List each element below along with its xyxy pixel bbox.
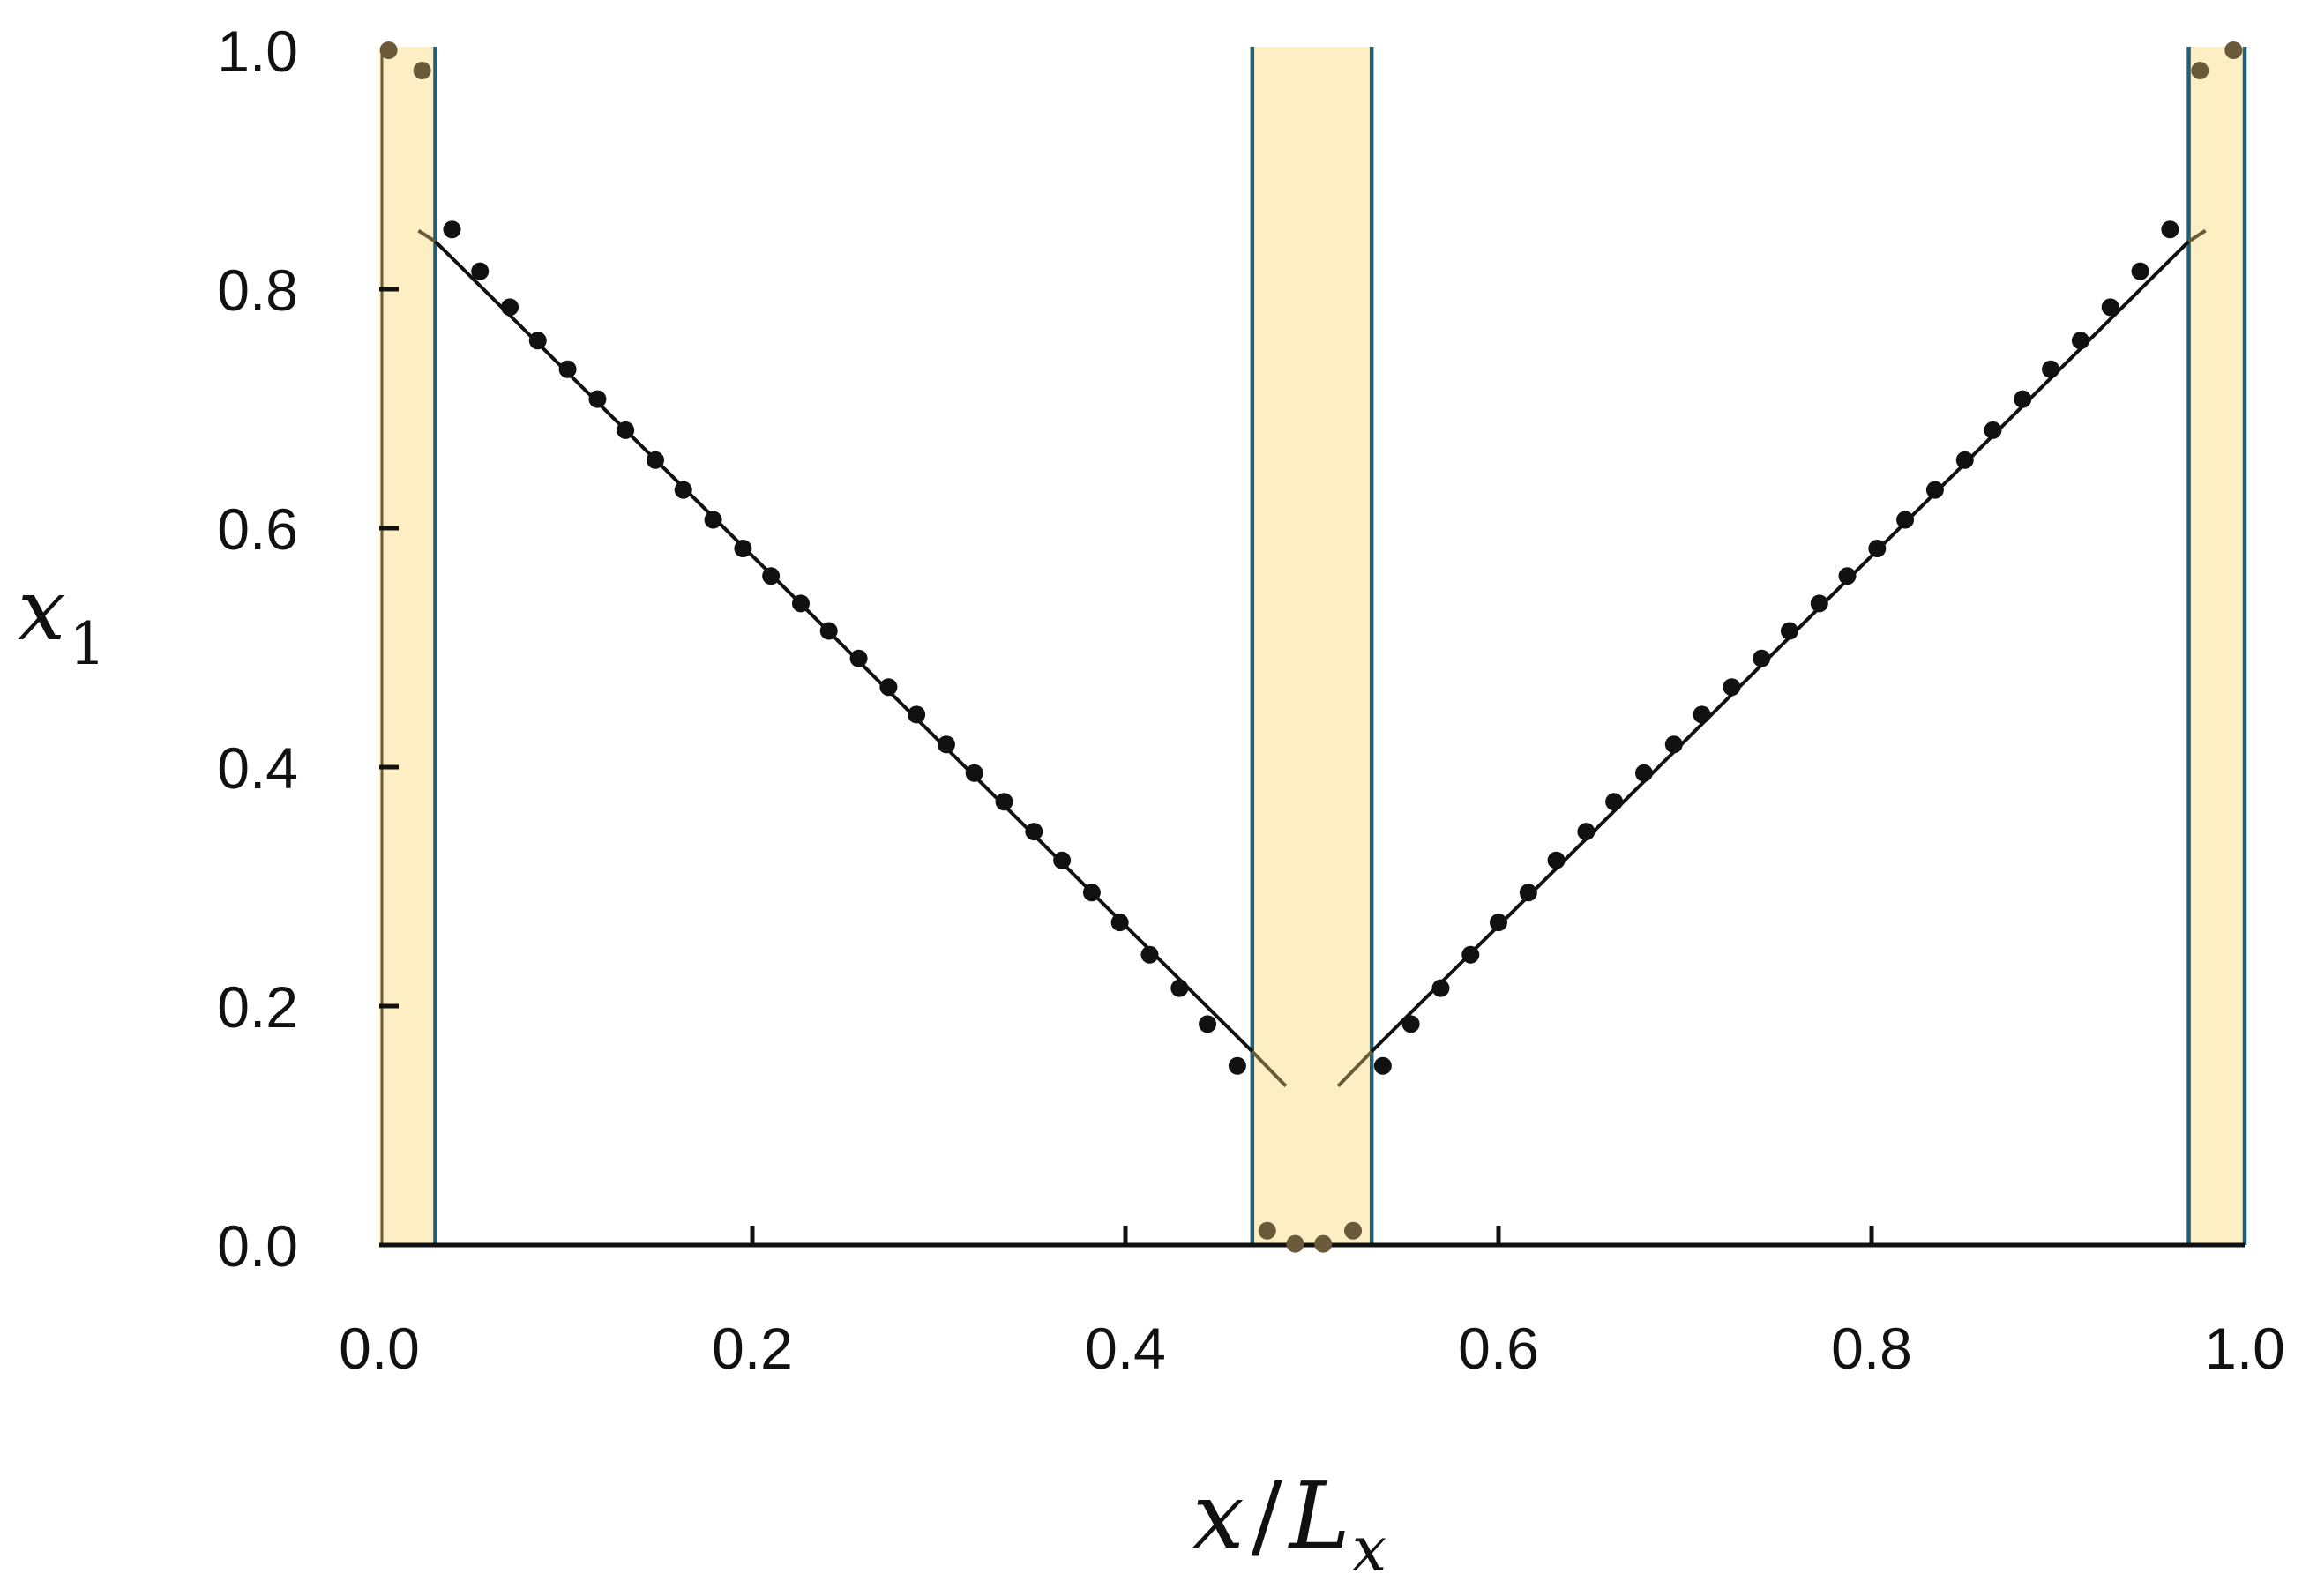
data-point-0-62 xyxy=(2191,62,2209,80)
data-point-0-30 xyxy=(1258,1221,1276,1240)
data-point-0-27 xyxy=(1170,979,1189,997)
data-point-0-60 xyxy=(2131,262,2149,280)
data-point-0-22 xyxy=(1025,823,1043,841)
data-point-0-20 xyxy=(965,764,983,782)
data-point-0-58 xyxy=(2071,332,2089,350)
x-tick-label-3: 0.6 xyxy=(1458,1316,1539,1381)
data-point-0-50 xyxy=(1838,567,1857,585)
data-point-0-18 xyxy=(908,705,926,724)
data-point-0-53 xyxy=(1925,481,1944,499)
y-tick-label-5: 1.0 xyxy=(217,19,298,84)
y-tick-label-1: 0.2 xyxy=(217,974,298,1040)
x-tick-label-5: 1.0 xyxy=(2204,1316,2285,1381)
data-point-0-59 xyxy=(2101,298,2119,317)
data-points xyxy=(379,41,2243,1253)
data-point-0-4 xyxy=(501,298,519,317)
data-point-0-63 xyxy=(2224,41,2243,59)
data-point-0-34 xyxy=(1373,1056,1392,1075)
data-point-0-29 xyxy=(1228,1056,1246,1075)
data-point-0-0 xyxy=(379,41,398,59)
data-point-0-54 xyxy=(1955,451,1974,469)
data-point-0-41 xyxy=(1577,823,1596,841)
data-point-0-19 xyxy=(937,735,955,754)
y-tick-label-3: 0.6 xyxy=(217,496,298,562)
data-point-0-24 xyxy=(1082,884,1101,902)
data-point-0-13 xyxy=(762,567,781,585)
data-point-0-6 xyxy=(558,360,577,378)
tick-labels: 0.0 0.2 0.4 0.6 0.8 1.0 0.0 0.2 0.4 0.6 0.8 1.0 xyxy=(217,19,2285,1381)
fit-line-0-segment-2 xyxy=(1251,1050,1288,1088)
axes xyxy=(379,287,2245,1248)
y-tick-label-2: 0.4 xyxy=(217,735,298,801)
data-point-0-48 xyxy=(1780,622,1798,640)
data-point-0-40 xyxy=(1547,851,1566,869)
data-point-0-55 xyxy=(1984,421,2002,439)
data-point-0-57 xyxy=(2042,360,2060,378)
data-point-0-1 xyxy=(413,62,431,80)
data-point-0-3 xyxy=(471,262,490,280)
data-point-0-47 xyxy=(1753,649,1771,667)
y-tick-label-0: 0.0 xyxy=(217,1213,298,1279)
data-point-0-43 xyxy=(1634,764,1653,782)
data-point-0-33 xyxy=(1344,1221,1363,1240)
fit-line-1-segment-0 xyxy=(1336,1050,1373,1088)
data-point-0-12 xyxy=(734,540,752,558)
y-axis-label: x1 xyxy=(18,561,106,678)
data-point-0-44 xyxy=(1664,735,1683,754)
fit-line-0-segment-0 xyxy=(417,228,437,243)
x-tick-label-2: 0.4 xyxy=(1085,1316,1166,1381)
data-point-0-21 xyxy=(995,793,1013,811)
x-axis-label: x/Lx xyxy=(1192,1462,1386,1585)
data-point-0-61 xyxy=(2161,220,2179,239)
data-point-0-28 xyxy=(1199,1015,1217,1033)
shaded-band-1 xyxy=(1252,47,1372,1245)
shaded-band-2 xyxy=(2188,47,2245,1245)
data-point-0-15 xyxy=(819,622,838,640)
data-point-0-7 xyxy=(588,390,607,408)
x-tick-label-1: 0.2 xyxy=(712,1316,793,1381)
data-point-0-45 xyxy=(1693,705,1711,724)
data-point-0-25 xyxy=(1110,914,1129,932)
data-point-0-8 xyxy=(617,421,635,439)
x-tick-label-4: 0.8 xyxy=(1831,1316,1912,1381)
data-point-0-5 xyxy=(528,332,547,350)
x-tick-label-0: 0.0 xyxy=(339,1316,420,1381)
shaded-band-0 xyxy=(379,47,436,1245)
data-point-0-31 xyxy=(1286,1234,1304,1253)
y-tick-label-4: 0.8 xyxy=(217,257,298,323)
data-point-0-14 xyxy=(791,594,810,613)
fit-line-0-segment-1 xyxy=(434,240,1254,1053)
data-point-0-56 xyxy=(2014,390,2032,408)
fit-line-1-segment-2 xyxy=(2187,228,2207,243)
data-point-0-9 xyxy=(647,451,665,469)
data-point-0-17 xyxy=(879,678,898,697)
data-point-0-35 xyxy=(1401,1015,1420,1033)
data-point-0-42 xyxy=(1605,793,1624,811)
data-point-0-26 xyxy=(1140,945,1159,964)
data-point-0-38 xyxy=(1490,914,1507,932)
data-point-0-49 xyxy=(1810,594,1828,613)
data-point-0-39 xyxy=(1519,884,1537,902)
data-point-0-10 xyxy=(674,481,692,499)
data-point-0-11 xyxy=(704,511,722,529)
data-point-0-37 xyxy=(1461,945,1480,964)
data-point-0-52 xyxy=(1896,511,1915,529)
data-point-0-46 xyxy=(1723,678,1741,697)
data-point-0-16 xyxy=(849,649,868,667)
shaded-bands xyxy=(379,47,2247,1245)
data-point-0-2 xyxy=(443,220,461,239)
data-point-0-36 xyxy=(1431,979,1450,997)
data-point-0-23 xyxy=(1053,851,1072,869)
data-point-0-32 xyxy=(1314,1234,1333,1253)
data-point-0-51 xyxy=(1868,540,1887,558)
